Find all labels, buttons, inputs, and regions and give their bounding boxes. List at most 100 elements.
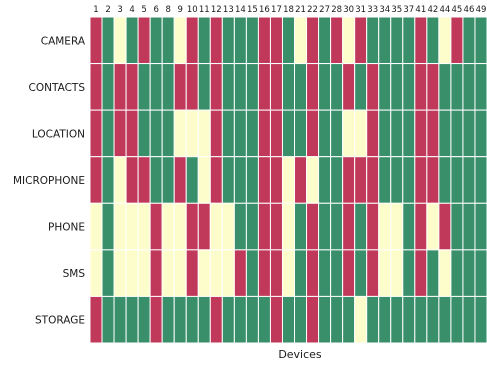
heatmap-cell xyxy=(245,202,259,251)
y-tick-label: LOCATION xyxy=(32,128,85,140)
heatmap-cell xyxy=(281,156,296,204)
heatmap-cell xyxy=(137,63,151,111)
x-tick-label: 16 xyxy=(259,5,270,15)
heatmap-cell xyxy=(137,295,151,344)
heatmap-cell xyxy=(426,202,440,251)
x-tick-label: 12 xyxy=(211,5,222,15)
heatmap-cell xyxy=(269,295,283,344)
heatmap-cell xyxy=(402,295,416,344)
heatmap-cell xyxy=(281,63,296,111)
heatmap-cell xyxy=(125,202,139,251)
heatmap-cell xyxy=(474,63,487,111)
heatmap-cell xyxy=(185,156,199,204)
heatmap-cell xyxy=(197,16,211,65)
heatmap-cell xyxy=(113,156,127,204)
heatmap-cell xyxy=(197,249,211,297)
heatmap-cell xyxy=(233,202,247,251)
heatmap-cell xyxy=(390,156,404,204)
heatmap-cell xyxy=(269,156,283,204)
heatmap-cell xyxy=(318,295,332,344)
heatmap-cell xyxy=(342,63,356,111)
heatmap-cell xyxy=(414,16,428,65)
heatmap-cell xyxy=(209,63,223,111)
heatmap-cell xyxy=(281,109,296,158)
heatmap-cell xyxy=(101,295,115,344)
heatmap-cell xyxy=(306,156,320,204)
heatmap-cell xyxy=(281,249,296,297)
heatmap-cell xyxy=(173,249,187,297)
heatmap-cell xyxy=(233,156,247,204)
heatmap-cell xyxy=(306,202,320,251)
heatmap-cell xyxy=(390,295,404,344)
heatmap-cell xyxy=(414,295,428,344)
x-tick-label: 33 xyxy=(367,5,378,15)
heatmap-cell xyxy=(137,109,151,158)
heatmap-cell xyxy=(354,202,368,251)
heatmap-cell xyxy=(402,109,416,158)
y-tick-label: MICROPHONE xyxy=(13,175,85,187)
heatmap-cell xyxy=(390,16,404,65)
heatmap-cell xyxy=(233,249,247,297)
x-tick-label: 45 xyxy=(452,5,463,15)
x-tick-label: 13 xyxy=(223,5,234,15)
heatmap-cell xyxy=(414,63,428,111)
heatmap-cell xyxy=(330,249,344,297)
x-tick-label: 27 xyxy=(319,5,330,15)
heatmap-cell xyxy=(342,295,356,344)
heatmap-cell xyxy=(221,202,235,251)
heatmap-cell xyxy=(125,249,139,297)
heatmap-cell xyxy=(173,202,187,251)
heatmap-cell xyxy=(137,156,151,204)
heatmap-cell xyxy=(101,16,115,65)
heatmap-cell xyxy=(257,249,271,297)
heatmap-cell xyxy=(101,156,115,204)
heatmap-cell xyxy=(269,63,283,111)
heatmap-cell xyxy=(474,109,487,158)
heatmap-cell xyxy=(185,249,199,297)
heatmap-cell xyxy=(366,249,380,297)
heatmap-cell xyxy=(113,63,127,111)
heatmap-cell xyxy=(125,109,139,158)
heatmap-cell xyxy=(294,156,308,204)
heatmap-cell xyxy=(462,249,476,297)
heatmap-cell xyxy=(330,202,344,251)
heatmap-cell xyxy=(89,156,103,204)
heatmap-cell xyxy=(342,156,356,204)
heatmap-cell xyxy=(294,109,308,158)
heatmap-cell xyxy=(450,63,464,111)
y-tick-label: CAMERA xyxy=(41,35,86,47)
x-tick-label: 3 xyxy=(117,5,122,15)
heatmap-cell xyxy=(89,63,103,111)
heatmap-cell xyxy=(462,16,476,65)
heatmap-cell xyxy=(318,249,332,297)
heatmap-cell xyxy=(245,16,259,65)
heatmap-cell xyxy=(197,63,211,111)
heatmap-cell xyxy=(378,202,392,251)
heatmap-cell xyxy=(318,156,332,204)
heatmap-cell xyxy=(474,156,487,204)
heatmap-cell xyxy=(402,16,416,65)
heatmap-cell xyxy=(89,295,103,344)
heatmap-cell xyxy=(197,202,211,251)
x-tick-label: 37 xyxy=(403,5,414,15)
heatmap-cell xyxy=(402,249,416,297)
heatmap-cell xyxy=(137,249,151,297)
heatmap-cell xyxy=(354,63,368,111)
heatmap-cell xyxy=(318,63,332,111)
heatmap-cell xyxy=(173,156,187,204)
heatmap-cell xyxy=(281,202,296,251)
heatmap-cell xyxy=(294,202,308,251)
heatmap-cell xyxy=(221,295,235,344)
heatmap-cell xyxy=(161,202,175,251)
heatmap-cell xyxy=(414,249,428,297)
heatmap-cell xyxy=(474,249,487,297)
heatmap-cell xyxy=(245,156,259,204)
x-tick-label: 21 xyxy=(295,5,306,15)
heatmap-cell xyxy=(269,249,283,297)
heatmap-cell xyxy=(209,156,223,204)
heatmap-cell xyxy=(318,109,332,158)
heatmap-cell xyxy=(330,63,344,111)
heatmap-cell xyxy=(414,202,428,251)
heatmap-cell xyxy=(233,16,247,65)
heatmap-cell xyxy=(474,202,487,251)
